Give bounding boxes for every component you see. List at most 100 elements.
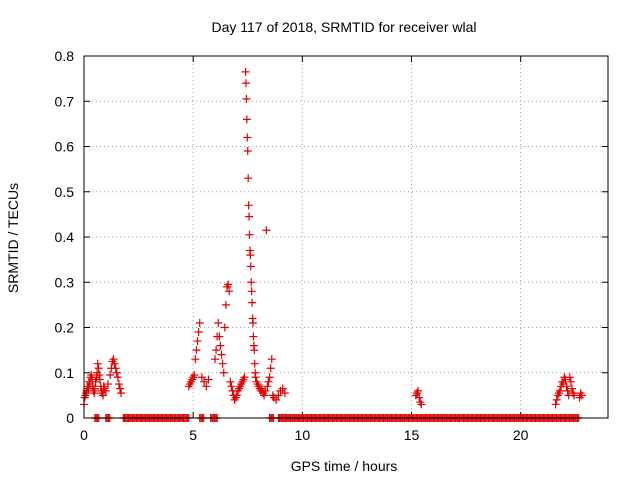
data-point — [248, 298, 257, 307]
data-point — [232, 391, 241, 400]
data-point — [200, 377, 209, 386]
data-point — [225, 287, 234, 296]
data-point — [265, 373, 274, 382]
data-point — [218, 359, 227, 368]
y-axis-label: SRMTID / TECUs — [5, 183, 21, 293]
data-point — [262, 226, 271, 235]
data-point — [414, 386, 423, 395]
data-point — [111, 364, 120, 373]
data-point — [90, 389, 99, 398]
data-point — [417, 400, 426, 409]
data-point — [248, 318, 257, 327]
data-point — [563, 386, 572, 395]
data-point — [212, 346, 221, 355]
data-point — [246, 251, 255, 260]
data-point — [220, 323, 229, 332]
data-point — [224, 280, 233, 289]
data-point — [194, 328, 203, 337]
data-point — [278, 384, 287, 393]
data-point — [247, 287, 256, 296]
data-point — [272, 395, 281, 404]
data-point — [114, 380, 123, 389]
grid-lines — [84, 56, 608, 418]
data-point — [240, 373, 249, 382]
y-tick-label: 0.8 — [55, 48, 75, 64]
data-point — [215, 332, 224, 341]
data-point — [263, 382, 272, 391]
data-point — [219, 368, 228, 377]
y-tick-label: 0.3 — [55, 274, 75, 290]
y-tick-label: 0.4 — [55, 229, 75, 245]
data-point — [113, 373, 122, 382]
chart-title: Day 117 of 2018, SRMTID for receiver wla… — [211, 19, 476, 35]
y-tick-label: 0.5 — [55, 184, 75, 200]
data-point — [566, 377, 575, 386]
data-point — [197, 373, 206, 382]
x-tick-label: 15 — [404, 427, 420, 443]
data-point — [260, 391, 269, 400]
data-point — [250, 346, 259, 355]
data-point — [245, 230, 254, 239]
data-point — [193, 337, 202, 346]
data-point — [211, 355, 219, 364]
data-point — [191, 355, 200, 364]
data-point — [249, 332, 258, 341]
data-point — [565, 373, 574, 382]
data-point — [264, 377, 273, 386]
data-point — [95, 371, 104, 380]
data-point — [117, 389, 126, 398]
data-point — [90, 384, 99, 393]
x-tick-label: 10 — [295, 427, 311, 443]
data-point — [244, 174, 253, 183]
data-point — [251, 373, 260, 382]
data-point — [101, 386, 110, 395]
data-point — [221, 300, 230, 309]
data-point — [250, 359, 259, 368]
data-point — [245, 212, 254, 221]
x-tick-label: 20 — [513, 427, 529, 443]
data-point — [266, 364, 275, 373]
data-point — [110, 359, 119, 368]
data-point — [247, 278, 256, 287]
data-point — [87, 371, 96, 380]
data-point — [577, 391, 586, 400]
data-point — [242, 94, 251, 103]
data-point — [261, 386, 270, 395]
data-point — [214, 318, 223, 327]
data-point — [104, 380, 113, 389]
y-tick-label: 0.6 — [55, 139, 75, 155]
data-point — [243, 133, 252, 142]
y-tick-label: 0.2 — [55, 320, 75, 336]
data-point — [202, 382, 211, 391]
data-point — [95, 375, 104, 384]
data-point — [267, 355, 276, 364]
data-point — [190, 371, 199, 380]
data-point — [106, 371, 115, 380]
data-point — [109, 355, 118, 364]
data-point — [280, 389, 289, 398]
tick-labels: 0 0.1 0.2 0.3 0.4 0.5 0.6 0.7 0.8 0 5 10 15 20 — [55, 48, 529, 443]
y-tick-label: 0.7 — [55, 93, 75, 109]
data-point — [567, 384, 576, 393]
data-point — [562, 382, 571, 391]
data-point — [561, 375, 570, 384]
data-point — [93, 359, 102, 368]
data-point — [94, 364, 103, 373]
y-tick-label: 0 — [66, 410, 74, 426]
data-point — [241, 67, 250, 76]
data-point — [552, 395, 561, 404]
data-point — [242, 79, 251, 88]
data-point — [551, 400, 560, 409]
data-point — [555, 386, 564, 395]
data-point — [204, 375, 213, 384]
data-point — [415, 393, 424, 402]
data-point — [116, 384, 125, 393]
x-tick-label: 5 — [189, 427, 197, 443]
data-point — [91, 377, 100, 386]
data-point — [217, 350, 226, 359]
data-point — [244, 201, 253, 210]
data-point — [242, 115, 251, 124]
data-point — [570, 391, 579, 400]
